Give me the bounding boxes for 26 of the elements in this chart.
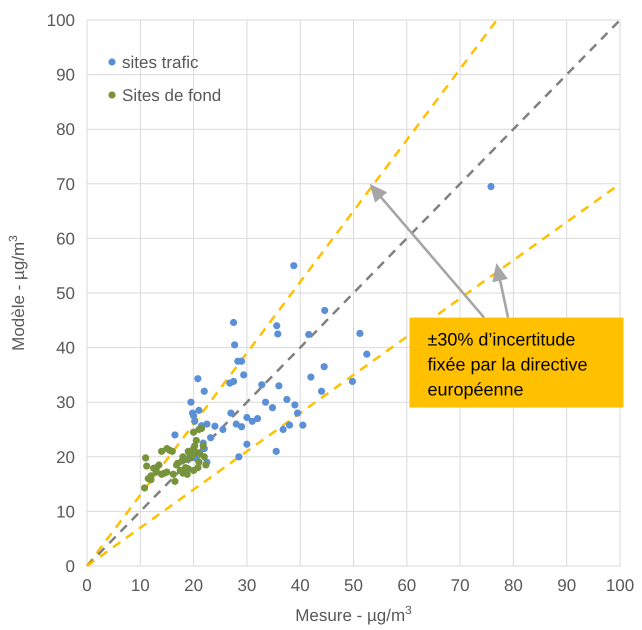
x-tick-label: 20: [184, 576, 204, 595]
x-tick-label: 100: [606, 576, 634, 595]
y-tick-label: 90: [56, 66, 75, 85]
legend-label: Sites de fond: [122, 86, 222, 105]
x-tick-label: 80: [504, 576, 523, 595]
y-tick-label: 100: [46, 11, 75, 30]
y-tick-label: 80: [56, 120, 75, 140]
y-tick-label: 40: [56, 338, 75, 358]
y-tick-label: 50: [56, 284, 75, 303]
y-tick-label: 10: [56, 502, 75, 522]
x-tick-label: 90: [557, 576, 576, 595]
annotation: ±30% d’incertitude fixée par la directive européenne: [427, 330, 588, 400]
y-tick-label: 0: [66, 557, 75, 576]
x-tick-label: 30: [237, 576, 256, 595]
x-tick-label: 70: [450, 576, 470, 595]
x-tick-label: 60: [397, 576, 416, 595]
x-tick-label: 40: [290, 576, 310, 595]
x-tick-label: 0: [82, 576, 92, 595]
legend-label: sites trafic: [122, 53, 200, 72]
x-tick-label: 10: [130, 576, 150, 595]
y-tick-label: 60: [56, 229, 75, 248]
y-tick-label: 30: [56, 393, 75, 412]
x-tick-label: 50: [344, 576, 363, 595]
y-tick-label: 70: [56, 174, 75, 194]
x-axis-title: Mesure - µg/m$^{3}$: [295, 603, 412, 625]
y-tick-label: 20: [56, 448, 75, 467]
